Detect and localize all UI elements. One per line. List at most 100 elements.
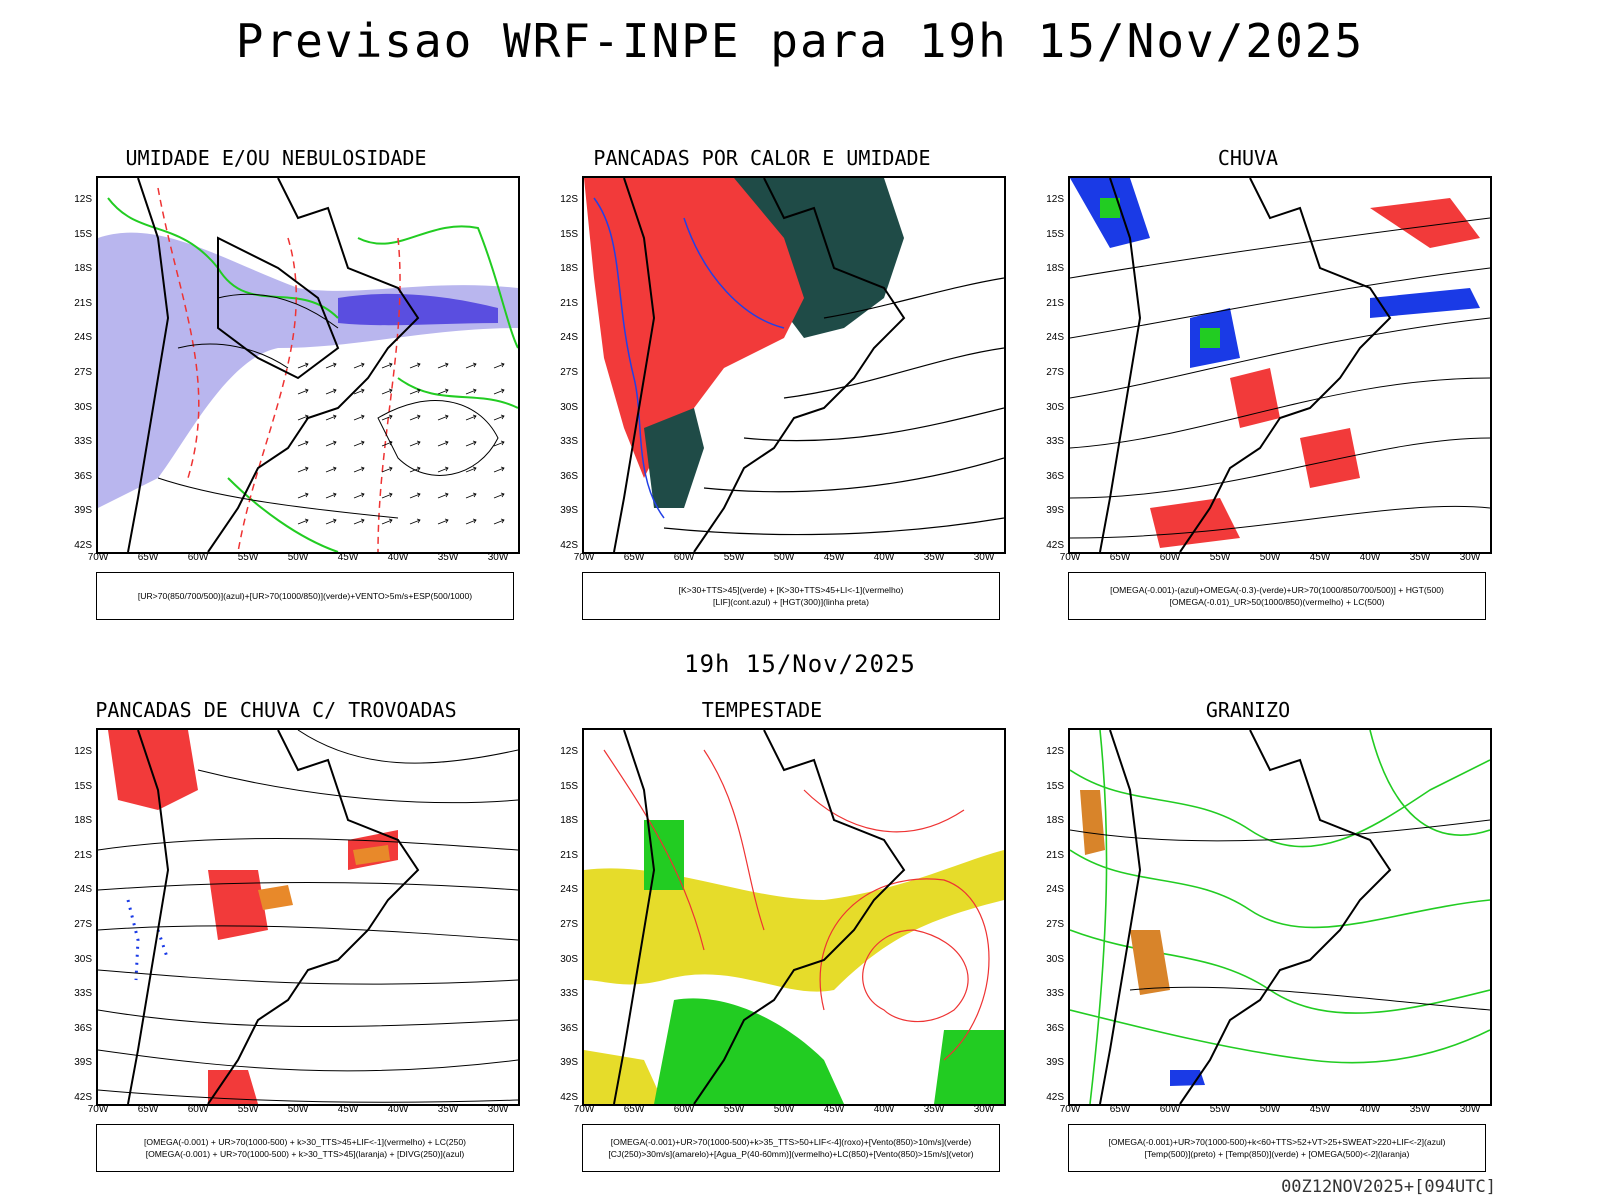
thunder-orange-patches: [258, 845, 390, 910]
wind-arrow: [409, 362, 421, 369]
lon-tick-label: 55W: [237, 552, 259, 563]
legend-line: [OMEGA(-0.001)+UR>70(1000-500)+k<60+TTS>…: [1108, 1137, 1446, 1147]
wind-arrow: [325, 362, 337, 369]
lon-tick-label: 50W: [773, 1104, 795, 1115]
lat-axis: 12S 15S 18S 21S 24S 27S 30S 33S 36S 39S 42S: [56, 176, 96, 554]
lon-axis: 70W 65W 60W 55W 50W 45W 40W 35W 30W: [88, 552, 520, 566]
wind-arrow: [493, 414, 505, 421]
lon-tick-label: 35W: [437, 1104, 459, 1115]
coastline-borders: [613, 178, 906, 552]
lon-tick-label: 60W: [673, 552, 695, 563]
lon-axis: 70W 65W 60W 55W 50W 45W 40W 35W 30W: [574, 1104, 1006, 1118]
wind-arrow: [353, 518, 365, 525]
lat-axis: 12S 15S 18S 21S 24S 27S 30S 33S 36S 39S 42S: [56, 728, 96, 1106]
lon-tick-label: 55W: [1209, 552, 1231, 563]
lon-tick-label: 55W: [1209, 1104, 1231, 1115]
lon-tick-label: 65W: [623, 1104, 645, 1115]
lat-tick-label: 30S: [1046, 401, 1064, 413]
coastline-borders: [1099, 730, 1392, 1104]
lat-tick-label: 36S: [74, 470, 92, 482]
lif-blue-contours: [593, 197, 785, 519]
teal-south-area: [644, 408, 704, 508]
lat-tick-label: 30S: [560, 953, 578, 965]
lat-tick-label: 27S: [1046, 367, 1064, 378]
lat-tick-label: 15S: [560, 780, 578, 792]
precip-water-red-contours: [603, 749, 990, 1061]
lat-tick-label: 39S: [1046, 505, 1064, 517]
lon-tick-label: 30W: [487, 552, 509, 563]
wind-arrow: [465, 388, 477, 395]
lat-tick-label: 39S: [1046, 1057, 1064, 1069]
legend-box: [OMEGA(-0.001)+UR>70(1000-500)+k<60+TTS>…: [1068, 1124, 1486, 1172]
lat-tick-label: 15S: [74, 228, 92, 240]
lat-tick-label: 12S: [74, 194, 92, 205]
lon-tick-label: 30W: [973, 1104, 995, 1115]
panel-title: GRANIZO: [1205, 698, 1291, 722]
lon-tick-label: 55W: [237, 1104, 259, 1115]
hail-blue-patch: [1170, 1070, 1205, 1086]
lat-tick-label: 27S: [560, 919, 578, 930]
lon-tick-label: 45W: [823, 1104, 845, 1115]
wind-arrow: [381, 518, 393, 525]
lat-tick-label: 21S: [1046, 297, 1064, 309]
legend-box: [OMEGA(-0.001)+UR>70(1000-500)+k>35_TTS>…: [582, 1124, 1000, 1172]
lat-tick-label: 12S: [1046, 194, 1064, 205]
lon-axis: 70W 65W 60W 55W 50W 45W 40W 35W 30W: [1060, 1104, 1492, 1118]
wind-arrow: [297, 518, 309, 525]
wind-arrow: [297, 362, 309, 369]
lat-tick-label: 15S: [1046, 780, 1064, 792]
lat-tick-label: 24S: [1046, 884, 1064, 896]
legend-box: [OMEGA(-0.001)-(azul)+OMEGA(-0.3)-(verde…: [1068, 572, 1486, 620]
lat-tick-label: 15S: [74, 780, 92, 792]
lat-tick-label: 33S: [74, 436, 92, 448]
rain-green-patches: [1100, 198, 1220, 348]
legend-line: [K>30+TTS>45](verde) + [K>30+TTS>45+LI<-…: [678, 585, 904, 595]
wind-arrow: [381, 440, 393, 447]
lon-tick-label: 55W: [723, 1104, 745, 1115]
wind-arrow: [437, 440, 449, 447]
panel-title: PANCADAS POR CALOR E UMIDADE: [593, 146, 931, 170]
wind-arrow: [437, 466, 449, 473]
lon-tick-label: 65W: [1109, 1104, 1131, 1115]
lat-tick-label: 42S: [1046, 1092, 1064, 1103]
legend-line: [OMEGA(-0.001)+UR>70(1000-500)+k>35_TTS>…: [610, 1137, 972, 1147]
lon-tick-label: 45W: [1309, 1104, 1331, 1115]
coastline-borders: [613, 730, 906, 1104]
hgt300-black-contours: [663, 277, 1004, 536]
lat-tick-label: 27S: [74, 367, 92, 378]
lat-tick-label: 12S: [560, 194, 578, 205]
legend-line: [OMEGA(-0.001) + UR>70(1000-500) + k>30_…: [144, 1137, 466, 1147]
lon-tick-label: 70W: [573, 552, 595, 563]
lat-tick-label: 30S: [1046, 953, 1064, 965]
lon-tick-label: 35W: [923, 552, 945, 563]
map-chuva: [1068, 176, 1492, 554]
wind-arrow: [409, 414, 421, 421]
lon-tick-label: 35W: [1409, 1104, 1431, 1115]
lat-axis: 12S 15S 18S 21S 24S 27S 30S 33S 36S 39S 42S: [542, 728, 582, 1106]
lat-tick-label: 36S: [74, 1022, 92, 1034]
lon-tick-label: 30W: [973, 552, 995, 563]
legend-line: [OMEGA(-0.001) + UR>70(1000-500) + k>30_…: [145, 1149, 465, 1159]
lon-tick-label: 45W: [1309, 552, 1331, 563]
wind-arrow: [353, 440, 365, 447]
map-umidade: [96, 176, 520, 554]
wind-arrow: [381, 362, 393, 369]
wind-arrow: [493, 388, 505, 395]
lat-tick-label: 33S: [560, 436, 578, 448]
omega-orange-patches: [1080, 790, 1170, 995]
lon-tick-label: 50W: [1259, 1104, 1281, 1115]
lon-tick-label: 50W: [287, 552, 309, 563]
wind-arrow: [325, 388, 337, 395]
lon-tick-label: 60W: [1159, 1104, 1181, 1115]
main-title: Previsao WRF-INPE para 19h 15/Nov/2025: [235, 14, 1365, 68]
wind-arrow: [297, 466, 309, 473]
wind-arrow: [353, 414, 365, 421]
lat-tick-label: 12S: [1046, 746, 1064, 757]
temp500-black-contours: [1070, 819, 1490, 1011]
lon-tick-label: 40W: [873, 1104, 895, 1115]
lat-tick-label: 39S: [560, 1057, 578, 1069]
wind-arrow: [465, 518, 477, 525]
lon-tick-label: 65W: [623, 552, 645, 563]
lon-tick-label: 65W: [137, 1104, 159, 1115]
lon-tick-label: 30W: [1459, 552, 1481, 563]
